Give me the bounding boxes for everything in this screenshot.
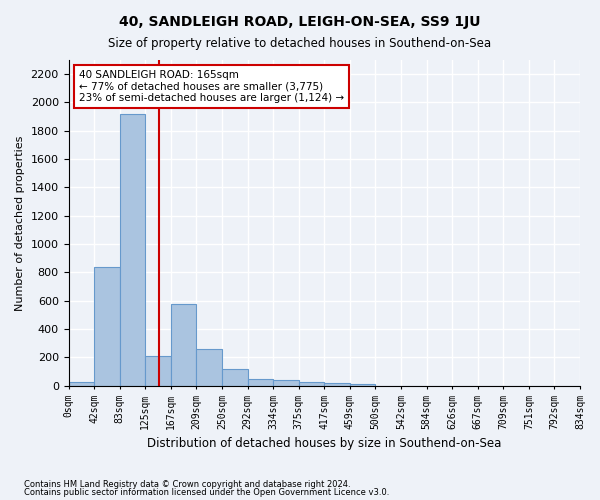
Y-axis label: Number of detached properties: Number of detached properties: [15, 135, 25, 310]
Text: Contains public sector information licensed under the Open Government Licence v3: Contains public sector information licen…: [24, 488, 389, 497]
Bar: [94, 267, 119, 386]
Bar: [324, 383, 350, 386]
Bar: [222, 369, 248, 386]
Text: Size of property relative to detached houses in Southend-on-Sea: Size of property relative to detached ho…: [109, 38, 491, 51]
Text: 40 SANDLEIGH ROAD: 165sqm
← 77% of detached houses are smaller (3,775)
23% of se: 40 SANDLEIGH ROAD: 165sqm ← 77% of detac…: [79, 70, 344, 103]
Bar: [273, 380, 299, 386]
Bar: [299, 382, 324, 386]
Bar: [68, 382, 94, 386]
Bar: [248, 378, 273, 386]
X-axis label: Distribution of detached houses by size in Southend-on-Sea: Distribution of detached houses by size …: [147, 437, 502, 450]
Bar: [145, 356, 171, 386]
Bar: [119, 114, 145, 386]
Bar: [171, 304, 196, 386]
Bar: [196, 349, 222, 386]
Bar: [350, 384, 376, 386]
Text: Contains HM Land Registry data © Crown copyright and database right 2024.: Contains HM Land Registry data © Crown c…: [24, 480, 350, 489]
Text: 40, SANDLEIGH ROAD, LEIGH-ON-SEA, SS9 1JU: 40, SANDLEIGH ROAD, LEIGH-ON-SEA, SS9 1J…: [119, 15, 481, 29]
